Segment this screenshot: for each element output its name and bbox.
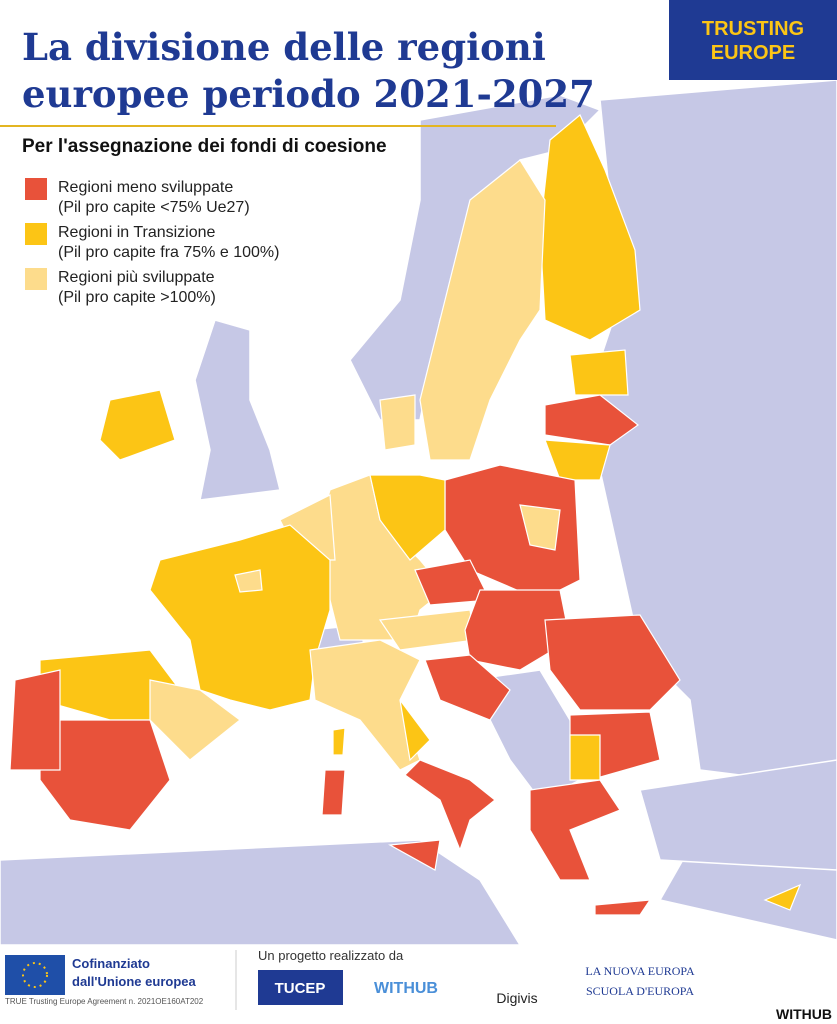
legend-label: Regioni più sviluppate (58, 269, 215, 286)
legend-swatch (25, 268, 47, 290)
greece (529, 779, 621, 881)
portugal (9, 669, 61, 771)
school: LA NUOVA EUROPA (585, 964, 695, 978)
spain-south (39, 719, 171, 831)
sicily (388, 839, 441, 871)
legend-label: Regioni meno sviluppate (58, 179, 233, 196)
partner: Digivis (496, 990, 537, 1006)
school: SCUOLA D'EUROPA (586, 984, 694, 998)
croatia-slovenia (424, 654, 511, 721)
hungary-slovakia (464, 589, 571, 671)
logo-text: TRUSTING (702, 18, 804, 40)
map (0, 79, 837, 946)
uk (194, 319, 281, 501)
logo-box (669, 0, 837, 80)
partner: TUCEP (275, 980, 326, 997)
crete (594, 899, 652, 916)
north-africa (0, 839, 522, 946)
corsica (332, 727, 346, 756)
france (149, 524, 331, 711)
title: europee periodo 2021-2027 (22, 72, 595, 116)
footer (0, 945, 837, 1024)
eu-text: Cofinanziato (72, 956, 150, 971)
legend-swatch (25, 223, 47, 245)
sardinia (321, 769, 346, 816)
sweden (419, 159, 546, 461)
spain-east (149, 679, 241, 761)
legend: Regioni meno sviluppate (Pil pro capite <… (25, 178, 279, 306)
sofia (569, 734, 601, 781)
legend-swatch (25, 178, 47, 200)
lithuania (544, 439, 611, 481)
eu-text: dall'Unione europea (72, 974, 196, 989)
italy-south (404, 759, 496, 852)
italy-centre (399, 699, 431, 762)
denmark (379, 394, 416, 451)
ireland (99, 389, 176, 461)
eu-stars (22, 962, 48, 988)
title: La divisione delle regioni (22, 25, 546, 69)
warsaw (519, 504, 561, 551)
logo-text: EUROPE (711, 42, 795, 64)
latvia (544, 394, 639, 446)
tucep-logo (258, 970, 343, 1005)
romania (544, 614, 681, 711)
credit: WITHUB (776, 1006, 832, 1022)
eu-flag (5, 955, 65, 995)
legend-note: (Pil pro capite >100%) (58, 289, 216, 306)
subtitle: Per l'assegnazione dei fondi di coesione (22, 136, 387, 157)
paris (234, 569, 263, 593)
agreement: TRUE Trusting Europe Agreement n. 2021OE… (5, 997, 204, 1006)
legend-label: Regioni in Transizione (58, 224, 216, 241)
germany-east (369, 474, 446, 561)
legend-note: (Pil pro capite <75% Ue27) (58, 199, 250, 216)
turkey (639, 759, 837, 871)
partner: WITHUB (374, 980, 438, 997)
legend-note: (Pil pro capite fra 75% e 100%) (58, 244, 279, 261)
project-label: Un progetto realizzato da (258, 948, 404, 963)
cyprus (763, 883, 802, 911)
estonia (569, 349, 629, 396)
